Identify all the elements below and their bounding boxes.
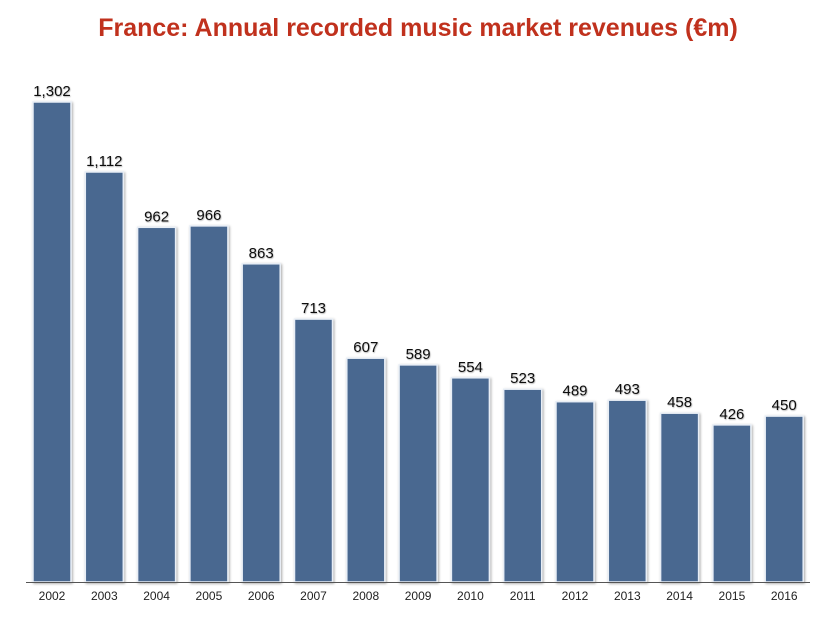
value-label-2011: 523 (510, 370, 535, 387)
x-tick-2011: 2011 (510, 589, 536, 603)
bar-2006 (241, 263, 281, 583)
bar-2011 (502, 388, 543, 583)
bar-2015 (712, 424, 752, 583)
value-label-2013: 493 (615, 381, 640, 398)
value-label-2016: 450 (772, 397, 797, 414)
x-tick-2012: 2012 (562, 589, 589, 603)
value-label-2002: 1,302 (33, 83, 71, 100)
bar-2008 (346, 357, 386, 583)
bar-2009 (398, 364, 438, 583)
x-tick-2013: 2013 (614, 589, 641, 603)
chart-title: France: Annual recorded music market rev… (98, 14, 738, 42)
x-tick-2014: 2014 (666, 589, 693, 603)
x-tick-2016: 2016 (771, 589, 798, 603)
value-label-2010: 554 (458, 359, 483, 376)
bar-2016 (764, 415, 804, 583)
x-tick-2010: 2010 (457, 589, 484, 603)
x-tick-2005: 2005 (196, 589, 223, 603)
bar-2003 (84, 171, 125, 583)
x-tick-2003: 2003 (91, 589, 118, 603)
bar-2010 (450, 377, 491, 583)
bars-group: 1,302 1,112 962 966 863 713 607 589 554 523 489 493… (32, 83, 804, 583)
value-label-2009: 589 (406, 346, 431, 363)
x-tick-2002: 2002 (39, 589, 66, 603)
bar-2002 (32, 101, 72, 583)
value-label-2014: 458 (667, 394, 692, 411)
x-tick-2015: 2015 (719, 589, 746, 603)
bar-2005 (189, 225, 229, 583)
value-label-2007: 713 (301, 300, 326, 317)
value-label-2015: 426 (719, 406, 744, 423)
bar-2004 (136, 226, 177, 583)
x-tick-2006: 2006 (248, 589, 275, 603)
x-tick-labels: 2002 2003 2004 2005 2006 2007 2008 2009 2010 2011… (39, 589, 798, 603)
x-tick-2007: 2007 (300, 589, 327, 603)
bar-2014 (659, 412, 700, 583)
value-label-2004: 962 (144, 208, 169, 225)
bar-2007 (293, 318, 334, 583)
x-tick-2004: 2004 (143, 589, 170, 603)
x-tick-2009: 2009 (405, 589, 432, 603)
bar-2012 (555, 400, 595, 583)
x-tick-2008: 2008 (352, 589, 379, 603)
value-label-2006: 863 (249, 245, 274, 262)
bar-2013 (607, 399, 648, 583)
value-label-2008: 607 (353, 339, 378, 356)
value-label-2003: 1,112 (86, 153, 122, 170)
value-label-2005: 966 (196, 207, 221, 224)
value-label-2012: 489 (562, 383, 587, 400)
